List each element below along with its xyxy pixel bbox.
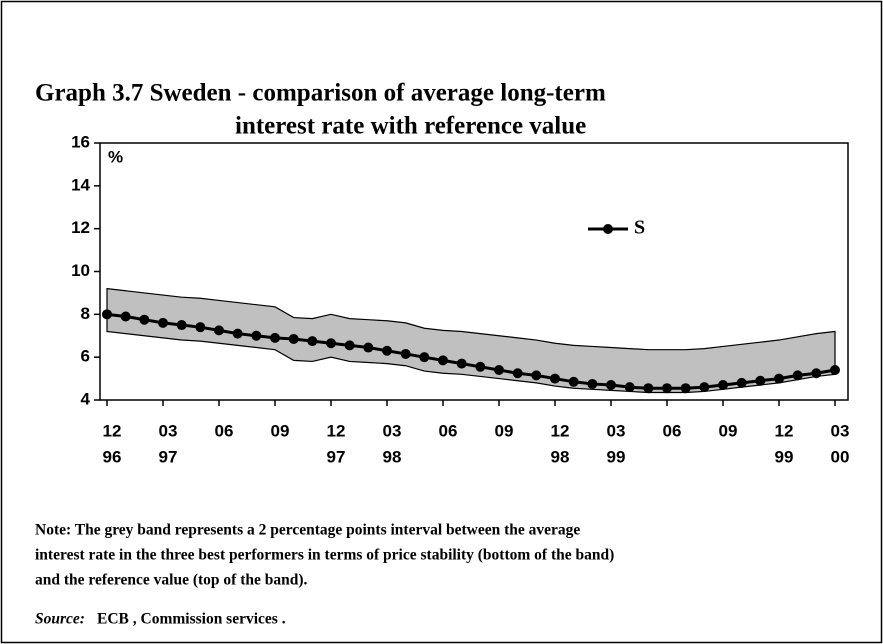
x-tick-label: 98 <box>551 447 570 466</box>
x-tick-label: 96 <box>103 447 122 466</box>
marker <box>307 336 318 347</box>
x-tick-label: 98 <box>383 447 402 466</box>
source: ECB , Commission services . <box>97 611 286 628</box>
marker <box>158 317 168 328</box>
x-tick-label: 03 <box>159 421 178 440</box>
y-tick-label: 8 <box>81 304 90 323</box>
marker <box>139 314 150 325</box>
legend-label: S <box>634 217 645 239</box>
marker <box>232 328 243 339</box>
x-tick-label: 06 <box>215 421 234 440</box>
chart-title: Graph 3.7 Sweden - comparison of average… <box>35 80 606 107</box>
marker <box>643 383 654 394</box>
marker <box>662 383 672 394</box>
band <box>106 287 836 394</box>
marker <box>102 309 112 320</box>
x-tick-label: 09 <box>495 421 514 440</box>
marker <box>494 365 504 376</box>
marker <box>512 368 523 379</box>
marker <box>736 377 747 388</box>
x-tick-label: 09 <box>719 421 738 440</box>
y-tick-label: 12 <box>71 218 90 237</box>
x-tick-label: 09 <box>271 421 290 440</box>
note: interest rate in the three best performe… <box>35 547 614 564</box>
marker <box>344 340 355 351</box>
y-unit: % <box>108 147 123 166</box>
marker <box>606 380 616 391</box>
legend-marker <box>603 224 613 234</box>
note: and the reference value (top of the band… <box>35 572 308 589</box>
marker <box>774 373 784 384</box>
y-tick-label: 4 <box>81 389 91 408</box>
marker <box>176 320 187 331</box>
x-tick-label: 99 <box>775 447 794 466</box>
marker <box>456 358 467 369</box>
marker <box>550 373 560 384</box>
x-tick-label: 99 <box>607 447 626 466</box>
marker <box>326 338 336 349</box>
note: Note: The grey band represents a 2 perce… <box>35 522 580 539</box>
marker <box>830 365 840 376</box>
marker <box>251 330 262 341</box>
chart-title: interest rate with reference value <box>235 113 586 140</box>
y-tick-label: 14 <box>71 175 90 194</box>
x-tick-label: 03 <box>383 421 402 440</box>
marker <box>214 325 224 336</box>
y-tick-label: 16 <box>71 132 90 151</box>
marker <box>419 352 430 363</box>
x-tick-label: 12 <box>103 421 122 440</box>
marker <box>624 382 635 393</box>
marker <box>288 333 299 344</box>
marker <box>718 380 728 391</box>
y-tick-label: 6 <box>81 347 90 366</box>
marker <box>699 382 710 393</box>
y-tick-label: 10 <box>71 261 90 280</box>
marker <box>531 370 542 381</box>
marker <box>382 345 392 356</box>
x-tick-label: 97 <box>327 447 346 466</box>
source-label: Source: <box>35 611 85 628</box>
marker <box>475 361 486 372</box>
marker <box>587 378 598 389</box>
series-line <box>106 312 836 390</box>
x-tick-label: 12 <box>551 421 570 440</box>
x-tick-label: 97 <box>159 447 178 466</box>
marker <box>270 332 280 343</box>
marker <box>811 368 822 379</box>
marker <box>568 376 579 387</box>
marker <box>680 383 691 394</box>
x-tick-label: 03 <box>607 421 626 440</box>
x-tick-label: 06 <box>439 421 458 440</box>
marker <box>755 375 766 386</box>
marker <box>195 322 206 333</box>
marker <box>792 370 803 381</box>
x-tick-label: 00 <box>831 447 850 466</box>
x-tick-label: 06 <box>663 421 682 440</box>
marker <box>120 311 131 322</box>
x-tick-label: 12 <box>327 421 346 440</box>
x-tick-label: 12 <box>775 421 794 440</box>
x-tick-label: 03 <box>831 421 850 440</box>
marker <box>438 355 448 366</box>
marker <box>363 342 374 353</box>
marker <box>400 348 411 359</box>
